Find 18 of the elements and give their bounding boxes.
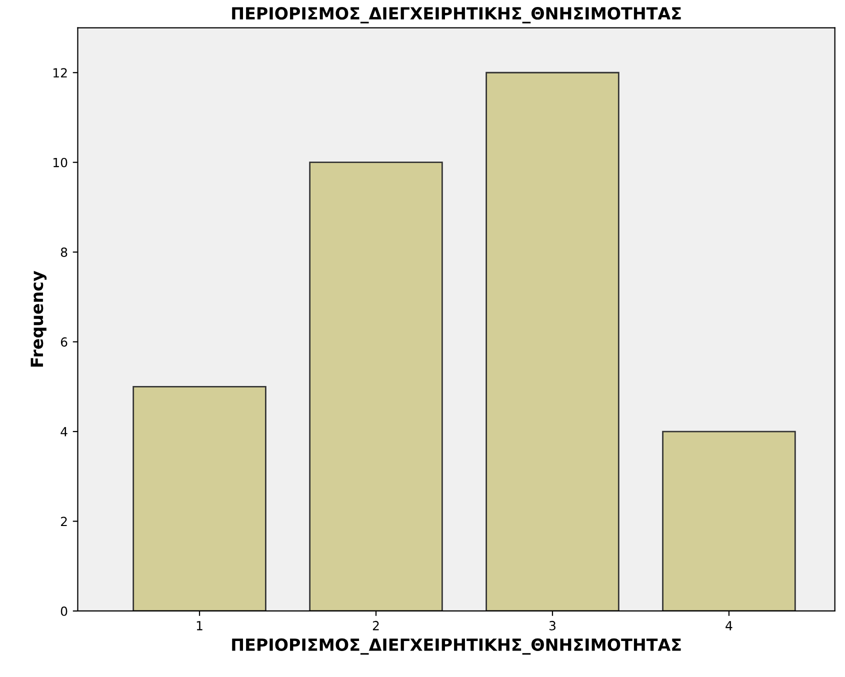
y-tick-label: 4: [60, 427, 68, 436]
y-axis-title: Frequency: [30, 270, 47, 367]
y-tick-label: 0: [60, 606, 68, 616]
x-tick-label: 4: [726, 621, 732, 630]
bar: [309, 162, 443, 611]
x-tick-label: 2: [372, 620, 379, 630]
chart-title: ΠΕΡΙΟΡΙΣΜΟΣ_ΔΙΕΓΧΕΙΡΗΤΙΚΗΣ_ΘΝΗΣΙΜΟΤΗΤΑΣ: [232, 7, 681, 24]
x-axis-title: ΠΕΡΙΟΡΙΣΜΟΣ_ΔΙΕΓΧΕΙΡΗΤΙΚΗΣ_ΘΝΗΣΙΜΟΤΗΤΑΣ: [232, 638, 681, 655]
y-tick-label: 12: [53, 68, 67, 78]
bar: [132, 386, 266, 611]
bar: [486, 72, 620, 611]
y-tick-label: 2: [60, 516, 67, 526]
y-tick-label: 8: [60, 248, 68, 258]
y-tick-label: 6: [60, 337, 68, 347]
y-tick-label: 10: [53, 158, 68, 168]
bar: [662, 430, 796, 611]
x-tick-label: 1: [196, 621, 202, 630]
x-tick-label: 3: [549, 620, 556, 630]
